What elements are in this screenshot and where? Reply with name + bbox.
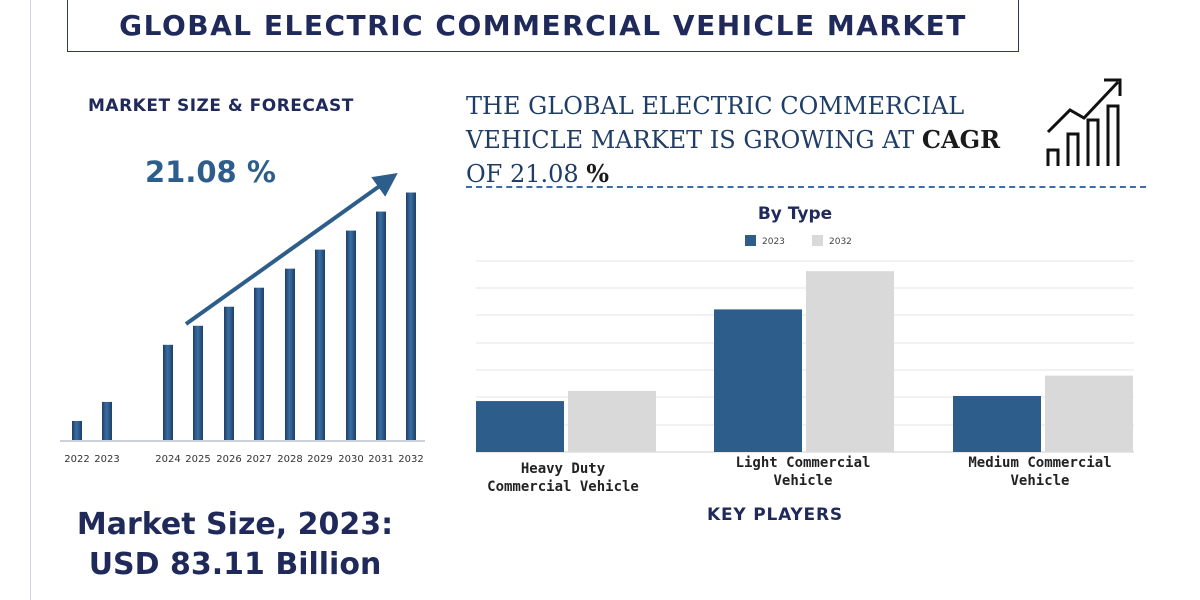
type-bar-2032-0 — [568, 390, 656, 452]
type-category-label-2-0: Medium Commercial — [968, 455, 1111, 471]
legend-swatch-2032 — [812, 235, 823, 246]
forecast-tick-2022: 2022 — [64, 454, 89, 465]
headline-percent-sign: % — [586, 159, 610, 188]
forecast-bar-2027 — [254, 287, 264, 440]
title-banner: GLOBAL ELECTRIC COMMERCIAL VEHICLE MARKE… — [67, 0, 1019, 52]
headline-line-2-text: VEHICLE MARKET IS GROWING AT — [466, 126, 922, 154]
cagr-value: 21.08 % — [145, 155, 276, 189]
type-category-label-0-0: Heavy Duty — [521, 461, 606, 477]
forecast-tick-2024: 2024 — [155, 454, 180, 465]
forecast-bar-2023 — [102, 401, 112, 440]
type-bar-2023-1 — [714, 309, 802, 452]
forecast-tick-2025: 2025 — [185, 454, 210, 465]
type-bar-2032-2 — [1045, 375, 1133, 452]
market-size-summary: Market Size, 2023: USD 83.11 Billion — [60, 505, 410, 585]
by-type-bar-chart: By Type 2023 2032 Heavy Duty Commercial Vehi… — [476, 204, 1134, 495]
forecast-bar-2029 — [315, 249, 325, 440]
forecast-bar-2032 — [406, 192, 416, 440]
forecast-tick-2031: 2031 — [368, 454, 393, 465]
type-category-label-1-1: Vehicle — [773, 473, 832, 489]
forecast-bar-2030 — [346, 230, 356, 440]
by-type-title: By Type — [758, 204, 832, 224]
forecast-bar-2026 — [224, 306, 234, 440]
type-bar-2023-0 — [476, 401, 564, 452]
type-category-label-1-0: Light Commercial — [736, 455, 871, 471]
forecast-bar-2028 — [285, 268, 295, 440]
legend-swatch-2023 — [745, 235, 756, 246]
forecast-bar-chart: 2022 2023 2024 2025 2026 2027 2028 2029 2030 2031… — [60, 173, 425, 465]
legend-label-2032: 2032 — [829, 237, 852, 247]
headline-line-3-text: OF 21.08 — [466, 160, 587, 188]
dashed-divider — [466, 186, 1146, 188]
forecast-tick-2029: 2029 — [307, 454, 332, 465]
key-players-heading: KEY PLAYERS — [707, 505, 843, 525]
page-title: GLOBAL ELECTRIC COMMERCIAL VEHICLE MARKE… — [119, 9, 967, 42]
forecast-bar-2022 — [72, 420, 82, 440]
forecast-bar-2024 — [163, 344, 173, 440]
forecast-tick-2023: 2023 — [94, 454, 119, 465]
forecast-tick-2026: 2026 — [216, 454, 241, 465]
legend-label-2023: 2023 — [762, 237, 785, 247]
type-bar-2023-2 — [953, 395, 1041, 452]
headline-line-2: VEHICLE MARKET IS GROWING AT CAGR — [466, 123, 1036, 157]
headline-cagr-word: CAGR — [921, 125, 1001, 154]
forecast-tick-2032: 2032 — [398, 454, 423, 465]
forecast-bar-2025 — [193, 325, 203, 440]
cagr-headline: THE GLOBAL ELECTRIC COMMERCIAL VEHICLE M… — [466, 90, 1036, 191]
market-size-line-1: Market Size, 2023: — [76, 507, 394, 542]
forecast-tick-2030: 2030 — [338, 454, 363, 465]
left-rule — [30, 0, 31, 600]
forecast-section-title: MARKET SIZE & FORECAST — [88, 96, 354, 116]
type-category-label-0-1: Commercial Vehicle — [487, 479, 639, 495]
type-bar-2032-1 — [806, 271, 894, 452]
market-size-line-2: USD 83.11 Billion — [88, 547, 382, 582]
trend-arrow — [184, 173, 398, 326]
forecast-tick-2027: 2027 — [246, 454, 271, 465]
forecast-tick-2028: 2028 — [277, 454, 302, 465]
growth-chart-icon — [1046, 78, 1122, 166]
forecast-bar-2031 — [376, 211, 386, 440]
headline-line-1: THE GLOBAL ELECTRIC COMMERCIAL — [466, 92, 965, 120]
type-category-label-2-1: Vehicle — [1010, 473, 1069, 489]
headline-line-3: OF 21.08 % — [466, 157, 1036, 191]
